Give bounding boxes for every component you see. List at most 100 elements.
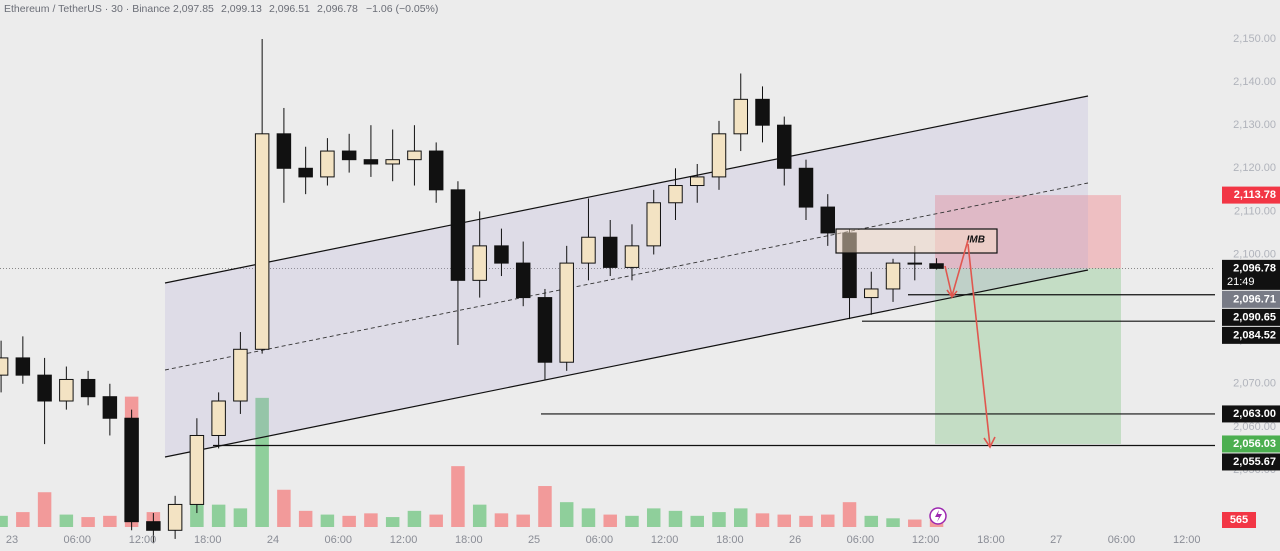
volume-bar <box>886 518 900 527</box>
candle-body <box>59 378 74 402</box>
y-tick-label: 2,110.00 <box>1234 205 1276 217</box>
volume-bar <box>364 513 378 527</box>
y-tick-label: 2,150.00 <box>1233 33 1276 45</box>
candle-body <box>211 400 226 436</box>
candle-body <box>472 245 487 281</box>
volume-bar <box>277 489 291 527</box>
price-label: 2,096.71 <box>1233 293 1276 305</box>
x-tick-label: 12:00 <box>390 534 418 546</box>
volume-bar <box>581 508 596 527</box>
price-label-box <box>1222 453 1280 471</box>
price-label: 2,056.03 <box>1233 438 1276 450</box>
volume-bar <box>842 502 857 527</box>
candle-body <box>407 150 422 161</box>
volume-bar <box>821 514 835 527</box>
candle-body <box>276 133 292 169</box>
price-label-box <box>1222 259 1280 290</box>
price-label: 2,084.52 <box>1233 329 1276 341</box>
candle-body <box>146 521 161 531</box>
channel-mid <box>164 182 1089 371</box>
volume-bar <box>0 515 8 527</box>
price-label: 2,090.65 <box>1233 311 1276 323</box>
volume-bar <box>255 397 269 527</box>
x-tick-label: 12:00 <box>129 534 157 546</box>
candle-body <box>102 396 118 419</box>
price-label-box <box>1222 326 1280 344</box>
y-tick-label: 2,070.00 <box>1233 378 1276 390</box>
volume-bar <box>494 513 509 527</box>
x-tick-label: 24 <box>267 534 279 546</box>
volume-bar <box>755 513 770 527</box>
volume-bar <box>777 514 792 527</box>
candle-body <box>820 206 836 234</box>
candle-body <box>646 202 661 247</box>
candle-body <box>385 159 400 165</box>
y-tick-label: 2,100.00 <box>1233 248 1276 260</box>
candle-body <box>907 262 923 265</box>
candle-body <box>124 417 139 523</box>
candle-body <box>689 176 705 187</box>
candle-body <box>15 357 31 376</box>
x-tick-label: 06:00 <box>325 534 353 546</box>
candle-body <box>167 503 183 531</box>
volume-bar <box>298 510 313 527</box>
candle-body <box>733 98 748 135</box>
candle-body <box>929 263 944 269</box>
candle-body <box>864 288 879 299</box>
x-tick-label: 18:00 <box>194 534 222 546</box>
candle-body <box>711 133 727 178</box>
candle-body <box>755 98 770 126</box>
candle-body <box>363 159 379 165</box>
price-label: 2,113.78 <box>1234 189 1276 201</box>
volume-label: 565 <box>1230 514 1248 526</box>
candle-body <box>559 262 574 363</box>
x-tick-label: 06:00 <box>586 534 614 546</box>
volume-bar <box>320 514 335 527</box>
x-tick-label: 12:00 <box>912 534 940 546</box>
x-tick-label: 23 <box>6 534 18 546</box>
candle-body <box>450 189 466 281</box>
volume-bar <box>864 515 879 527</box>
event-icon-bolt <box>935 510 942 522</box>
price-label: 2,055.67 <box>1233 456 1276 468</box>
candle-body <box>602 236 618 268</box>
x-tick-label: 18:00 <box>455 534 483 546</box>
arrow-head <box>946 289 958 299</box>
x-tick-label: 06:00 <box>847 534 875 546</box>
candle-body <box>254 133 270 350</box>
candle-body <box>428 150 444 191</box>
volume-bar <box>799 515 813 527</box>
volume-bar <box>625 515 639 527</box>
x-tick-label: 18:00 <box>716 534 744 546</box>
volume-bar <box>559 502 574 527</box>
volume-bar <box>429 514 443 527</box>
volume-bar <box>37 492 52 527</box>
imb-label: IMB <box>967 235 985 246</box>
candle-body <box>341 150 357 161</box>
candle-body <box>777 124 792 169</box>
candle-body <box>798 167 814 208</box>
volume-bar <box>407 510 422 527</box>
volume-bar <box>734 508 748 527</box>
volume-bar <box>668 510 683 527</box>
symbol: Ethereum / TetherUS · 30 · Binance <box>4 3 170 15</box>
volume-bar <box>712 512 726 527</box>
open: 2,097.85 <box>173 3 214 15</box>
candle-body <box>515 262 531 299</box>
volume-bar <box>516 514 530 527</box>
candle-body <box>189 434 205 505</box>
target-zone <box>935 268 1121 444</box>
price-label-box <box>1222 186 1280 204</box>
x-tick-label: 27 <box>1050 534 1062 546</box>
candle-body <box>0 357 9 376</box>
channel-upper <box>164 95 1089 284</box>
volume-label-box <box>1222 512 1256 528</box>
imb-box <box>835 228 998 254</box>
volume-bar <box>908 519 922 527</box>
candle-body <box>494 245 509 264</box>
y-tick-label: 2,120.00 <box>1233 162 1276 174</box>
x-tick-label: 12:00 <box>651 534 679 546</box>
price-label-box <box>1222 308 1280 326</box>
low: 2,096.51 <box>269 3 310 15</box>
